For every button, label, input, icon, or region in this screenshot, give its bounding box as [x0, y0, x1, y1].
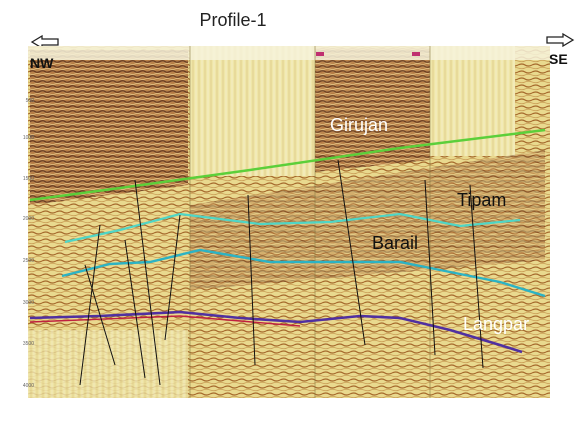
time-tick-label: 1500 — [23, 176, 34, 182]
time-tick-label: 2500 — [23, 258, 34, 264]
noise-zone — [190, 46, 315, 176]
header-marker — [412, 52, 420, 56]
formation-label: Girujan — [330, 115, 388, 135]
time-tick-label: 2000 — [23, 216, 34, 222]
time-tick-label: 3000 — [23, 300, 34, 306]
formation-label: Barail — [372, 233, 418, 253]
header-marker — [316, 52, 324, 56]
formation-label: Langpar — [463, 314, 529, 334]
formation-label: Tipam — [457, 190, 506, 210]
right-arrow — [547, 34, 573, 46]
title: Profile-1 — [199, 10, 266, 30]
time-tick-label: 4000 — [23, 383, 34, 389]
seismic-profile: Profile-1 500 1000 1500 2000 2500 3000 3500 400… — [0, 0, 587, 423]
header-strip — [28, 46, 550, 60]
direction-left: NW — [30, 55, 54, 71]
direction-right: SE — [549, 51, 568, 67]
time-tick-label: 3500 — [23, 341, 34, 347]
dark-zone — [315, 48, 430, 172]
time-tick-label: 500 — [26, 98, 35, 104]
time-tick-label: 1000 — [23, 135, 34, 141]
